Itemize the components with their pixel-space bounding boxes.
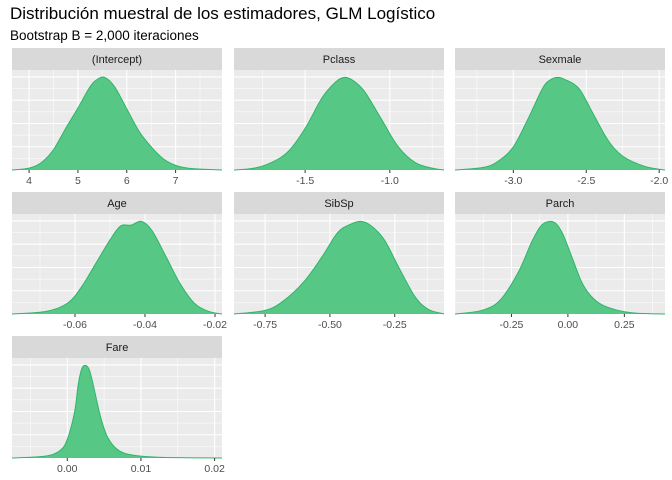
density-area [234,221,444,314]
density-line [454,76,666,171]
facet-panel-sexmale: Sexmale -3.0 -2.5 -2.0 [454,48,668,187]
density-line [233,76,445,171]
facet-strip-label: Sexmale [539,54,582,66]
x-tick-label: -0.04 [133,319,157,331]
x-tick-label: 4 [26,175,32,187]
facet-strip [12,336,222,358]
facet-strip [455,192,665,214]
x-tick-label: -1.0 [381,175,399,187]
x-tick-label: 0.01 [131,463,152,475]
facet-strip-label: Parch [546,198,575,210]
x-tick-label: 7 [173,175,179,187]
facet-strip-label: Age [107,198,127,210]
panel-background [12,358,222,458]
density-area [234,77,444,170]
facet-panel-age: Age -0.06 -0.04 -0.02 [11,192,227,331]
facet-panel-intercept: (Intercept) 4 5 6 7 [11,48,223,187]
x-tick-label: 0.02 [204,463,225,475]
density-line [11,220,223,315]
density-area [12,76,222,170]
facet-strip [234,48,444,70]
density-line [11,364,223,459]
facet-panel-parch: Parch -0.25 0.00 0.25 [454,192,666,331]
facet-panel-pclass: Pclass -1.5 -1.0 [233,48,445,187]
x-tick-label: -0.25 [499,319,523,331]
x-tick-label: -0.75 [253,319,277,331]
facet-panel-fare: Fare 0.00 0.01 0.02 [11,336,225,475]
x-tick-label: 6 [124,175,130,187]
facet-strip [234,192,444,214]
x-tick-label: -0.02 [203,319,227,331]
facet-strip-label: Pclass [323,54,356,66]
x-tick-label: -0.25 [383,319,407,331]
facet-panel-sibsp: SibSp -0.75 -0.50 -0.25 [233,192,445,331]
x-tick-label: -2.5 [577,175,595,187]
facet-strip-label: Fare [106,342,129,354]
facet-strip [12,192,222,214]
x-tick-label: 0.25 [614,319,635,331]
x-tick-label: -0.06 [63,319,87,331]
x-tick-label: -2.0 [650,175,668,187]
facet-strip-label: SibSp [324,198,353,210]
density-line [11,76,223,171]
facet-strip [12,48,222,70]
density-line [454,220,666,315]
x-tick-label: -0.50 [318,319,342,331]
x-tick-label: -3.0 [504,175,522,187]
chart-title: Distribución muestral de los estimadores… [10,4,436,23]
facet-strip [455,48,665,70]
density-area [12,221,222,314]
x-tick-label: -1.5 [296,175,314,187]
facet-strip-label: (Intercept) [92,54,142,66]
density-line [233,220,445,315]
chart-subtitle: Bootstrap B = 2,000 iteraciones [10,28,199,43]
x-tick-label: 0.00 [57,463,78,475]
x-tick-label: 0.00 [558,319,579,331]
x-tick-label: 5 [75,175,81,187]
